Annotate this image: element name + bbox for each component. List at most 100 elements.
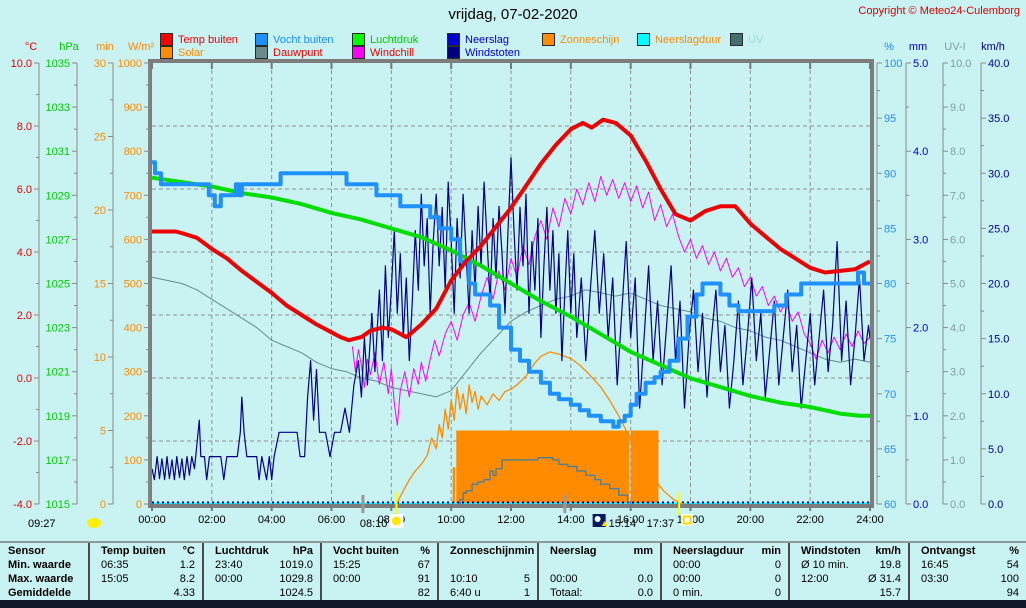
table-header-neerslag: Neerslag mm (537, 543, 660, 558)
svg-text:9.0: 9.0 (950, 102, 965, 114)
legend-label: Solar (178, 46, 204, 59)
table-header-temp-buiten: Temp buiten °C (88, 543, 202, 558)
svg-text:1035: 1035 (46, 58, 70, 70)
svg-text:22:00: 22:00 (796, 514, 824, 526)
svg-text:02:00: 02:00 (198, 514, 226, 526)
svg-text:12:00: 12:00 (497, 514, 525, 526)
svg-text:20.0: 20.0 (988, 279, 1009, 291)
svg-text:°C: °C (25, 41, 37, 53)
svg-text:20:00: 20:00 (737, 514, 765, 526)
svg-text:15.0: 15.0 (988, 334, 1009, 346)
svg-text:500: 500 (124, 279, 142, 291)
svg-text:%: % (884, 41, 894, 53)
svg-text:min: min (96, 41, 114, 53)
svg-text:0: 0 (136, 499, 142, 511)
svg-text:30.0: 30.0 (988, 168, 1009, 180)
table-cell: 82 (320, 586, 437, 600)
svg-text:14:00: 14:00 (557, 514, 585, 526)
svg-text:UV-I: UV-I (944, 41, 965, 53)
table-cell: 1024.5 (202, 586, 320, 600)
svg-text:1029: 1029 (46, 190, 70, 202)
svg-text:1033: 1033 (46, 102, 70, 114)
sunshine-area (452, 430, 659, 504)
svg-text:200: 200 (124, 411, 142, 423)
svg-text:10: 10 (94, 352, 106, 364)
table-header-neerslagduur: Neerslagduur min (660, 543, 788, 558)
svg-text:15: 15 (94, 279, 106, 291)
moonrise-time: 15:14 (609, 518, 637, 530)
svg-text:3.0: 3.0 (913, 234, 928, 246)
svg-text:10.0: 10.0 (950, 58, 971, 70)
svg-text:6.0: 6.0 (950, 234, 965, 246)
legend-item-solar: Solar (160, 46, 204, 59)
sunset-icon (682, 515, 692, 525)
svg-text:1019: 1019 (46, 411, 70, 423)
table-cell: 00:00 1029.8 (202, 572, 320, 586)
table-header-vocht-buiten: Vocht buiten% (320, 543, 437, 558)
svg-text:5: 5 (100, 426, 106, 438)
svg-text:0.0: 0.0 (17, 373, 32, 385)
table-header-ontvangst: Ontvangst% (908, 543, 1026, 558)
legend-swatch-icon (255, 46, 268, 59)
svg-text:0: 0 (100, 499, 106, 511)
legend-item-vocht-buiten: Vocht buiten (255, 33, 334, 46)
copyright-text: Copyright © Meteo24-Culemborg (858, 5, 1020, 17)
sunset-time: 17:37 (647, 518, 675, 530)
svg-text:80: 80 (884, 279, 896, 291)
legend-item-dauwpunt: Dauwpunt (255, 46, 323, 59)
svg-text:8.0: 8.0 (17, 121, 32, 133)
table-cell: 10:10 5 (437, 572, 537, 586)
axis-wm2: W/m² 0 100 200 300 400 500 600 700 800 900 1000 (118, 41, 155, 511)
svg-text:04:00: 04:00 (258, 514, 286, 526)
legend-swatch-icon (730, 33, 743, 46)
axis-pct: % 60 65 70 75 80 85 90 95 100 (876, 41, 902, 511)
axis-uvi: UV-I 0.0 1.0 2.0 3.0 4.0 5.0 6.0 7.0 8.0 9.0 10.0 (942, 41, 971, 511)
sun-moon-markers: 09:27 08:10 15:14 17:37 (28, 514, 694, 530)
series-windchill (351, 175, 871, 426)
svg-text:16:00: 16:00 (617, 514, 645, 526)
legend-swatch-icon (160, 33, 173, 46)
svg-text:1.0: 1.0 (913, 411, 928, 423)
svg-text:W/m²: W/m² (128, 41, 155, 53)
svg-text:1027: 1027 (46, 234, 70, 246)
table-cell: 00:00 91 (320, 572, 437, 586)
weather-chart: °C-4.0-2.00.02.04.06.08.010.0hPa10151017… (11, 41, 1010, 530)
svg-text:0.0: 0.0 (988, 499, 1003, 511)
legend-swatch-icon (447, 33, 460, 46)
table-header-sensor: Sensor (8, 544, 46, 557)
svg-text:95: 95 (884, 113, 896, 125)
svg-text:00:00: 00:00 (138, 514, 166, 526)
legend-label: Vocht buiten (273, 33, 334, 46)
svg-text:400: 400 (124, 323, 142, 335)
svg-text:1017: 1017 (46, 455, 70, 467)
svg-text:20: 20 (94, 205, 106, 217)
table-cell: 03:30 100 (908, 572, 1026, 586)
svg-text:10.0: 10.0 (11, 58, 32, 70)
series-dauwpunt (151, 276, 871, 398)
table-cell: Totaal: 0.0 (537, 586, 660, 600)
table-row-label: Min. waarde (8, 559, 71, 571)
legend-label: Temp buiten (178, 33, 238, 46)
svg-text:1015: 1015 (46, 499, 70, 511)
bottom-bar (0, 600, 1026, 608)
svg-text:1021: 1021 (46, 367, 70, 379)
table-cell: 00:00 0 (660, 572, 788, 586)
legend-swatch-icon (352, 33, 365, 46)
svg-text:4.0: 4.0 (950, 323, 965, 335)
legend-swatch-icon (255, 33, 268, 46)
table-cell: 4.33 (88, 586, 202, 600)
svg-text:2.0: 2.0 (913, 323, 928, 335)
table-cell: 15:25 67 (320, 558, 437, 572)
svg-text:2.0: 2.0 (950, 411, 965, 423)
svg-text:6.0: 6.0 (17, 184, 32, 196)
table-row-label: Max. waarde (8, 573, 74, 585)
svg-text:40.0: 40.0 (988, 58, 1009, 70)
svg-text:75: 75 (884, 334, 896, 346)
series-uv (457, 457, 632, 505)
legend-swatch-icon (447, 46, 460, 59)
svg-text:km/h: km/h (981, 41, 1005, 53)
table-cell: 00:00 0.0 (537, 572, 660, 586)
series-luchtdruk (151, 175, 870, 418)
svg-text:1.0: 1.0 (950, 455, 965, 467)
